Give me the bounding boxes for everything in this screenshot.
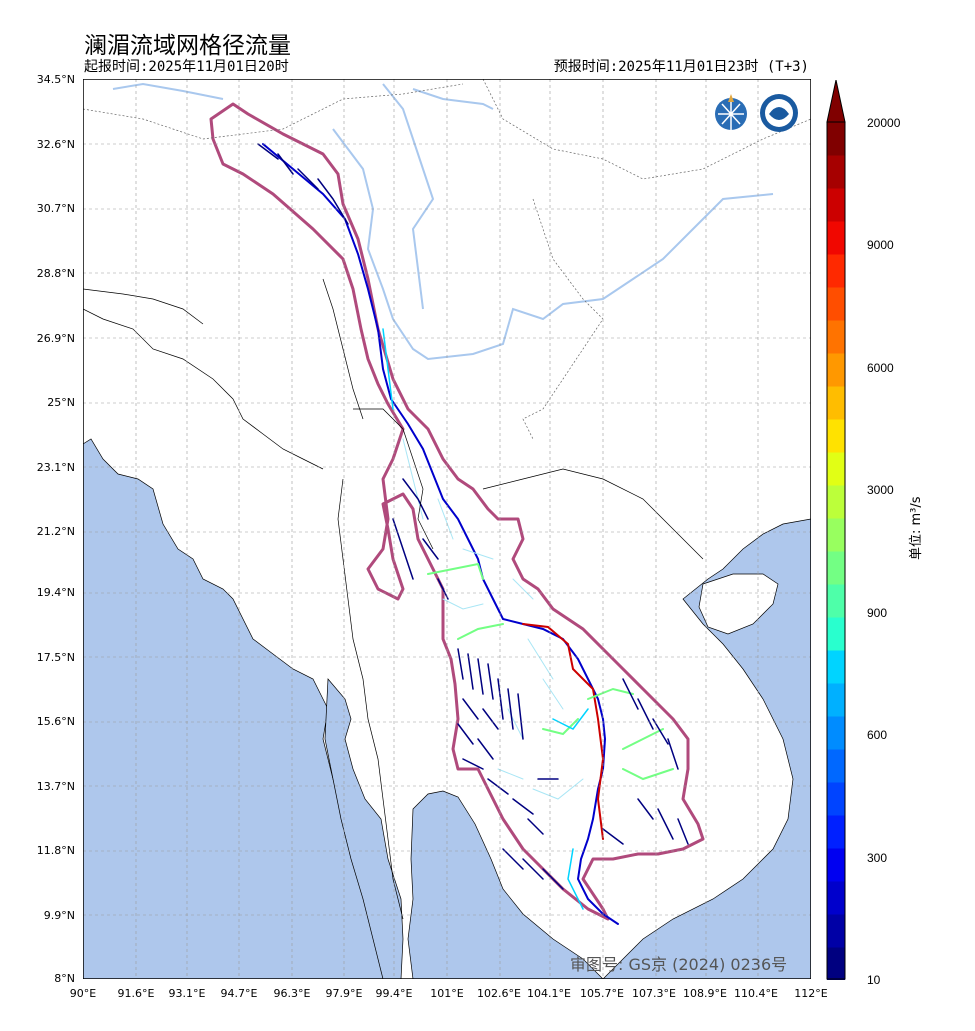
lon-tick-label: 90°E xyxy=(69,987,97,1000)
lat-tick-label: 32.6°N xyxy=(36,138,75,151)
graticule xyxy=(83,79,811,979)
approval-number: 审图号: GS京 (2024) 0236号 xyxy=(570,955,788,974)
colorbar-swatch xyxy=(827,122,845,156)
lon-tick-label: 91.6°E xyxy=(117,987,155,1000)
outside-rivers xyxy=(112,82,774,361)
lat-tick-label: 30.7°N xyxy=(36,202,75,215)
colorbar-swatch xyxy=(827,221,845,255)
colorbar-swatch xyxy=(827,881,845,915)
ocean-south-china-sea xyxy=(602,518,811,979)
lon-tick-label: 105.7°E xyxy=(580,987,624,1000)
tributary-green xyxy=(427,562,674,781)
colorbar-swatch xyxy=(827,749,845,783)
colorbar-swatch xyxy=(827,287,845,321)
colorbar-tick-label: 10 xyxy=(867,973,881,987)
colorbar xyxy=(826,80,846,980)
lat-tick-label: 34.5°N xyxy=(36,73,75,86)
lon-tick-label: 107.3°E xyxy=(632,987,676,1000)
country-borders xyxy=(83,278,704,920)
lon-tick-label: 104.1°E xyxy=(527,987,571,1000)
colorbar-tick-label: 900 xyxy=(867,606,888,620)
map-title: 澜湄流域网格径流量 xyxy=(84,33,291,59)
colorbar-extend-arrow xyxy=(826,80,846,123)
lat-tick-label: 25°N xyxy=(47,396,75,409)
gridded-runoff-dark-east xyxy=(502,678,689,890)
gridded-runoff-dark-west xyxy=(457,648,544,835)
lon-tick-label: 110.4°E xyxy=(734,987,778,1000)
valid-time: 预报时间:2025年11月01日23时 (T+3) xyxy=(553,59,809,75)
colorbar-tick-label: 600 xyxy=(867,728,888,742)
light-tributaries xyxy=(402,438,584,800)
lat-tick-label: 9.9°N xyxy=(43,909,75,922)
gridded-runoff-north xyxy=(257,143,449,600)
cma-logo-icon xyxy=(760,94,798,132)
colorbar-swatch xyxy=(827,386,845,420)
lon-tick-label: 112°E xyxy=(794,987,828,1000)
colorbar-swatch xyxy=(827,254,845,288)
colorbar-tick-label: 300 xyxy=(867,851,888,865)
colorbar-tick-label: 9000 xyxy=(867,238,894,252)
borders xyxy=(83,79,811,440)
lat-tick-label: 15.6°N xyxy=(36,715,75,728)
lon-tick-label: 93.1°E xyxy=(168,987,206,1000)
colorbar-swatch xyxy=(827,155,845,189)
colorbar-tick-label: 20000 xyxy=(867,116,901,130)
colorbar-swatch xyxy=(827,584,845,618)
yangtze-upper xyxy=(112,82,774,361)
mekong-lower-red xyxy=(522,623,605,840)
lon-tick-label: 97.9°E xyxy=(325,987,363,1000)
tributary-cyan xyxy=(382,328,589,910)
mekong-mainstem xyxy=(262,143,619,925)
ocean-andaman-sea xyxy=(324,678,404,979)
salween-river xyxy=(382,83,435,310)
lon-tick-label: 102.6°E xyxy=(477,987,521,1000)
river-network xyxy=(257,143,689,925)
colorbar-tick-label: 6000 xyxy=(867,361,894,375)
colorbar-swatch xyxy=(827,551,845,585)
lon-tick-label: 108.9°E xyxy=(683,987,727,1000)
lat-tick-label: 17.5°N xyxy=(36,651,75,664)
lat-tick-label: 21.2°N xyxy=(36,525,75,538)
basin-outline xyxy=(209,102,705,921)
ocean-gulf-of-thailand xyxy=(407,790,604,979)
lat-tick-label: 26.9°N xyxy=(36,332,75,345)
colorbar-swatch xyxy=(827,419,845,453)
colorbar-swatch xyxy=(827,815,845,849)
colorbar-swatch xyxy=(827,485,845,519)
wmo-logo-icon xyxy=(715,94,747,130)
colorbar-swatch xyxy=(827,320,845,354)
map-canvas xyxy=(83,79,811,979)
lat-tick-label: 11.8°N xyxy=(36,844,75,857)
colorbar-swatch xyxy=(827,650,845,684)
unit-label: 单位: m³/s xyxy=(909,496,924,560)
colorbar-swatch xyxy=(827,782,845,816)
colorbar-frame xyxy=(826,121,846,980)
issue-time: 起报时间:2025年11月01日20时 xyxy=(84,59,289,75)
lat-tick-label: 19.4°N xyxy=(36,586,75,599)
colorbar-swatch xyxy=(827,947,845,980)
lat-tick-label: 28.8°N xyxy=(36,267,75,280)
lon-tick-label: 99.4°E xyxy=(375,987,413,1000)
lon-tick-label: 96.3°E xyxy=(273,987,311,1000)
colorbar-swatch xyxy=(827,518,845,552)
colorbar-swatch xyxy=(827,188,845,222)
colorbar-tick-label: 3000 xyxy=(867,483,894,497)
colorbar-swatch xyxy=(827,452,845,486)
colorbar-swatch xyxy=(827,617,845,651)
colorbar-swatch xyxy=(827,716,845,750)
lon-tick-label: 94.7°E xyxy=(220,987,258,1000)
lat-tick-label: 13.7°N xyxy=(36,780,75,793)
colorbar-swatch xyxy=(827,914,845,948)
colorbar-swatch xyxy=(827,683,845,717)
lat-tick-label: 23.1°N xyxy=(36,461,75,474)
colorbar-swatch xyxy=(827,848,845,882)
lat-tick-label: 8°N xyxy=(54,972,75,985)
brahmaputra-river xyxy=(412,88,494,110)
colorbar-swatch xyxy=(827,353,845,387)
lon-tick-label: 101°E xyxy=(430,987,464,1000)
